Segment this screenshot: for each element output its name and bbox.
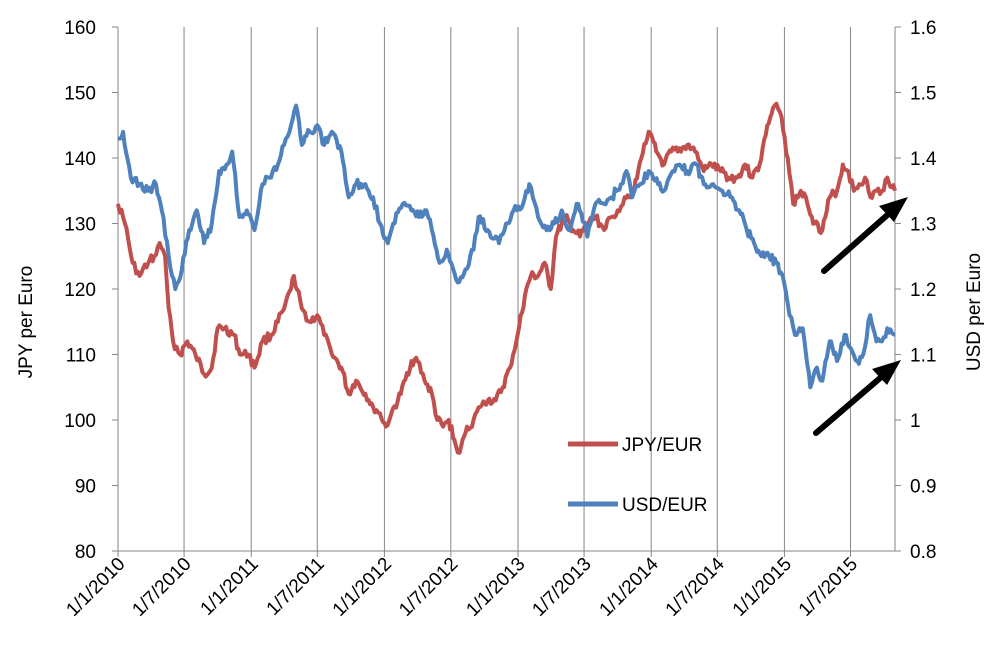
right-tick-label: 1.2: [910, 280, 936, 301]
x-tick-label: 1/7/2015: [795, 554, 862, 621]
left-axis-label: JPY per Euro: [16, 266, 37, 379]
left-tick-label: 160: [64, 18, 96, 39]
x-tick-label: 1/1/2015: [729, 554, 796, 621]
x-tick-label: 1/1/2011: [197, 554, 263, 620]
right-tick-label: 1.5: [910, 84, 936, 105]
series-layer: [116, 101, 897, 455]
left-axis-ticks: 80 90 100 110 120 130 140 150 160: [64, 18, 118, 563]
legend: JPY/EUR USD/EUR: [568, 435, 708, 516]
left-tick-label: 100: [64, 411, 96, 432]
left-tick-label: 130: [64, 215, 96, 236]
series-line-usd-eur: [117, 103, 896, 390]
right-tick-label: 1.3: [910, 215, 936, 236]
arrow-jpy-icon: [821, 197, 908, 274]
x-tick-label: 1/7/2012: [395, 554, 462, 621]
x-tick-label: 1/1/2012: [329, 554, 396, 621]
x-tick-label: 1/7/2013: [528, 554, 595, 621]
right-tick-label: 0.9: [910, 477, 936, 498]
x-tick-label: 1/7/2011: [263, 554, 329, 620]
series-line-jpy-eur: [116, 101, 897, 455]
left-tick-label: 140: [64, 149, 96, 170]
x-tick-label: 1/1/2013: [462, 554, 529, 621]
left-tick-label: 90: [75, 477, 96, 498]
left-tick-label: 120: [64, 280, 96, 301]
right-tick-label: 1.6: [910, 18, 936, 39]
right-tick-label: 0.8: [910, 542, 936, 563]
right-axis-ticks: 0.8 0.9 1 1.1 1.2 1.3 1.4 1.5 1.6: [895, 18, 937, 563]
left-tick-label: 110: [66, 346, 96, 367]
right-tick-label: 1: [910, 411, 921, 432]
left-tick-label: 150: [64, 84, 96, 105]
vertical-gridlines: [117, 27, 851, 551]
legend-label-jpy: JPY/EUR: [622, 435, 702, 456]
x-tick-label: 1/7/2010: [128, 554, 195, 621]
annotation-arrows: [813, 197, 908, 436]
right-tick-label: 1.1: [910, 346, 936, 367]
right-tick-label: 1.4: [910, 149, 937, 170]
arrow-usd-icon: [813, 360, 901, 436]
x-tick-label: 1/1/2010: [62, 554, 129, 621]
x-tick-label: 1/1/2014: [596, 553, 663, 620]
left-tick-label: 80: [75, 542, 96, 563]
right-axis-label: USD per Euro: [964, 253, 985, 371]
legend-label-usd: USD/EUR: [622, 495, 708, 516]
x-tick-label: 1/7/2014: [662, 553, 729, 620]
